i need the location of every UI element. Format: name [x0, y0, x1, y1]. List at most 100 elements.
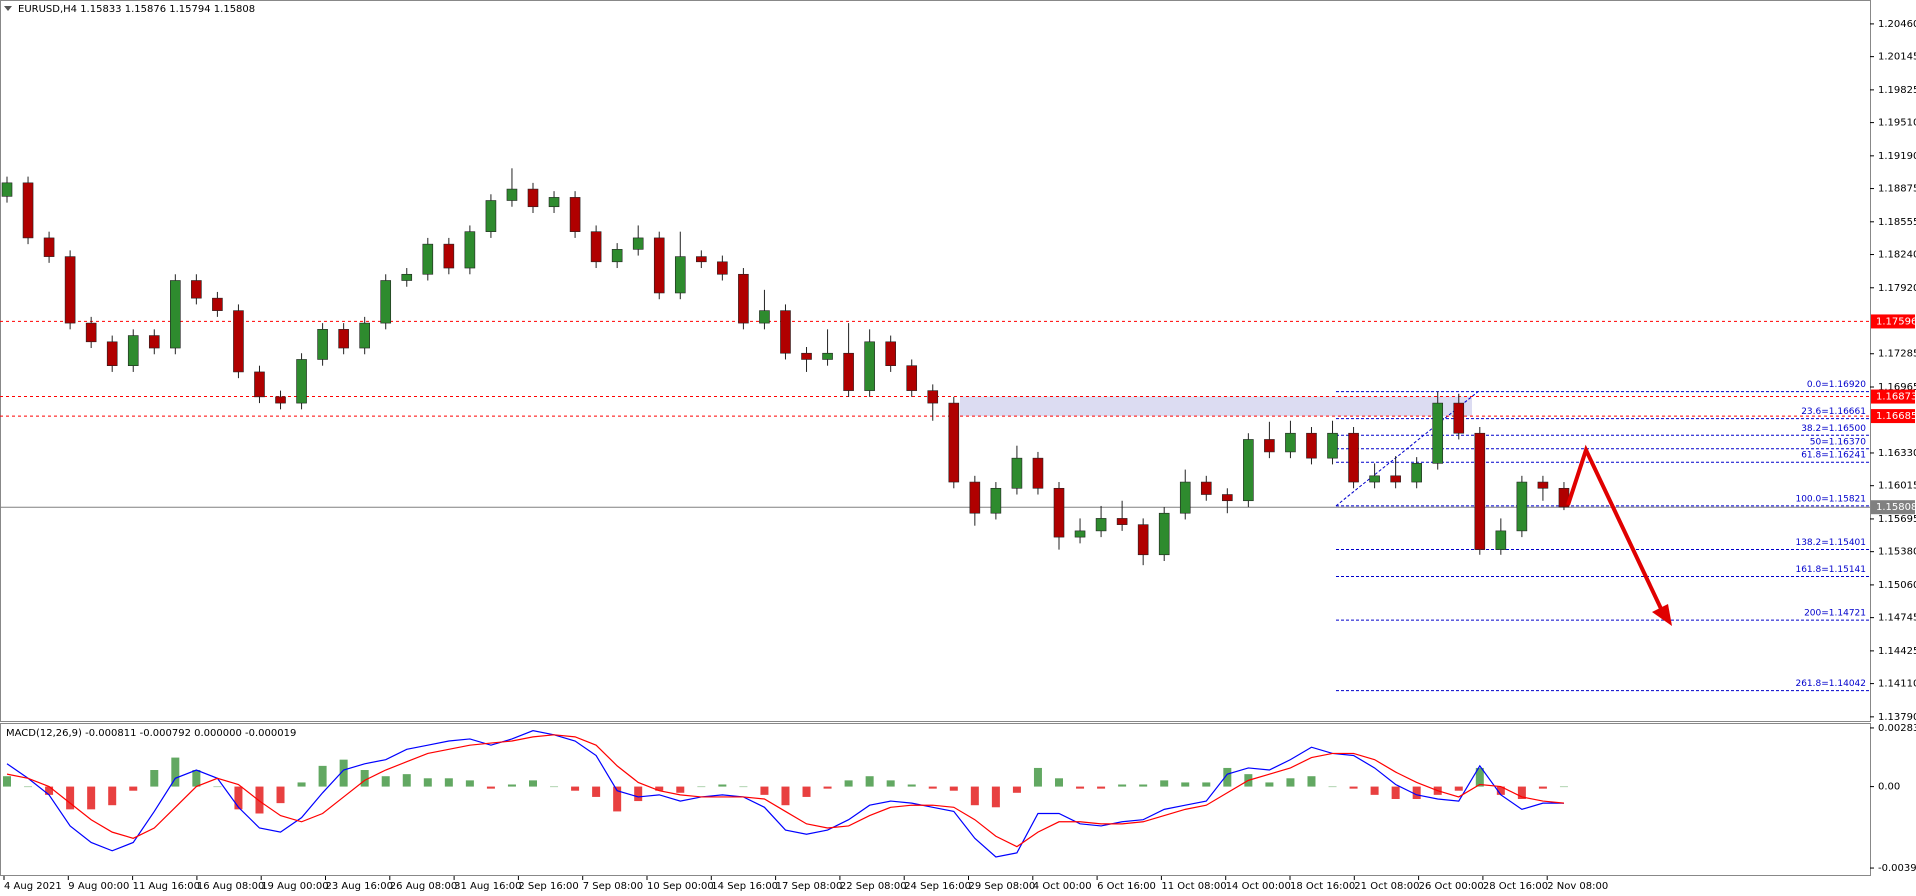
histogram-bar: [234, 786, 243, 810]
histogram-bar: [928, 786, 937, 789]
x-tick-label: 10 Sep 00:00: [647, 881, 714, 892]
fib-label: 161.8=1.15141: [1795, 565, 1866, 575]
candle-body: [1011, 457, 1023, 489]
candle-body: [338, 329, 349, 349]
level-label: 1.17596: [1876, 316, 1916, 327]
histogram-bar: [844, 780, 853, 787]
y-tick-label: 0.00: [1878, 782, 1900, 793]
x-tick-label: 11 Aug 16:00: [133, 881, 200, 892]
candle-body: [674, 256, 686, 294]
y-tick-label: 1.13790: [1878, 712, 1916, 723]
x-tick-label: 4 Oct 00:00: [1033, 881, 1092, 892]
candle-body: [780, 310, 791, 354]
x-tick-label: 9 Aug 00:00: [68, 881, 129, 892]
histogram-bar: [276, 786, 285, 804]
histogram-bar: [613, 786, 622, 812]
histogram-bar: [718, 784, 727, 787]
fib-label: 0.0=1.16920: [1807, 380, 1866, 390]
candle-body: [1306, 432, 1317, 459]
candle-body: [22, 182, 34, 239]
histogram-bar: [213, 786, 222, 788]
y-tick-label: 0.002832: [1878, 723, 1916, 734]
histogram-bar: [991, 786, 1000, 808]
candle-body: [1390, 475, 1401, 483]
y-tick-label: 1.15060: [1878, 580, 1916, 591]
histogram-bar: [697, 786, 706, 788]
fib-label: 100.0=1.15821: [1795, 494, 1866, 504]
y-tick-label: 1.18240: [1878, 250, 1916, 261]
histogram-bar: [550, 786, 559, 788]
candle-body: [148, 335, 160, 349]
histogram-bar: [1517, 786, 1526, 799]
fib-label: 23.6=1.16661: [1801, 407, 1866, 417]
histogram-bar: [1475, 767, 1484, 787]
y-tick-label: 1.17920: [1878, 283, 1916, 294]
fib-label: 38.2=1.16500: [1801, 424, 1866, 434]
histogram-bar: [87, 786, 96, 810]
level-label-box: [1871, 500, 1915, 515]
candle-body: [1158, 512, 1170, 556]
arrow-head: [1652, 604, 1672, 626]
x-tick-label: 18 Oct 16:00: [1290, 881, 1355, 892]
histogram-bar: [507, 784, 516, 787]
candle-body: [359, 322, 370, 349]
y-tick-label: 1.14745: [1878, 613, 1916, 624]
x-tick-label: 31 Aug 16:00: [454, 881, 521, 892]
x-tick-label: 2 Nov 08:00: [1547, 881, 1608, 892]
chart-title: EURUSD,H4 1.15833 1.15876 1.15794 1.1580…: [18, 4, 255, 15]
x-tick-label: 26 Oct 00:00: [1419, 881, 1484, 892]
candle-body: [611, 249, 623, 263]
histogram-bar: [255, 786, 264, 814]
y-tick-label: 1.18875: [1878, 184, 1916, 195]
histogram-bar: [150, 770, 159, 787]
candle-body: [1032, 457, 1044, 489]
macd-line: [6, 730, 1564, 858]
x-tick-label: 7 Sep 08:00: [583, 881, 643, 892]
histogram-bar: [1012, 786, 1021, 793]
histogram-bar: [1286, 778, 1295, 787]
level-label: 1.16873: [1876, 392, 1916, 403]
forecast-arrow: [1566, 444, 1672, 626]
histogram-bar: [676, 786, 685, 793]
y-tick-label: 1.17285: [1878, 349, 1916, 360]
histogram-bar: [171, 757, 180, 787]
candle-body: [1348, 432, 1359, 483]
x-tick-label: 14 Sep 16:00: [711, 881, 778, 892]
histogram-bar: [970, 786, 979, 806]
y-tick-label: 1.14110: [1878, 679, 1916, 690]
y-tick-label: 1.16015: [1878, 481, 1916, 492]
histogram-bar: [1349, 786, 1358, 789]
histogram-bar: [402, 774, 411, 787]
candle-body: [1474, 432, 1486, 550]
histogram-bar: [571, 786, 580, 791]
histogram-bar: [45, 786, 54, 795]
candle-body: [401, 273, 413, 281]
histogram-bar: [1538, 786, 1547, 789]
level-label: 1.16685: [1876, 411, 1916, 422]
histogram-bar: [24, 786, 33, 788]
candle-body: [1243, 439, 1254, 502]
zone: [960, 396, 1472, 417]
candle-body: [759, 310, 770, 324]
candle-body: [696, 256, 707, 263]
histogram-bar: [192, 770, 201, 787]
candle-body: [191, 280, 202, 299]
candle-body: [296, 359, 307, 404]
macd-frame: [0, 723, 1871, 876]
histogram-bar: [1223, 767, 1232, 787]
candle-body: [1074, 530, 1086, 538]
candle-body: [864, 341, 875, 391]
candle-body: [1285, 432, 1296, 453]
histogram-bar: [297, 782, 306, 787]
histogram-bar: [360, 770, 369, 787]
candle-body: [380, 280, 392, 324]
histogram-bar: [318, 765, 327, 787]
x-tick-label: 14 Oct 00:00: [1226, 881, 1291, 892]
histogram-bar: [1559, 786, 1568, 788]
candle-body: [317, 329, 328, 360]
histogram-bar: [1454, 786, 1463, 791]
histogram-bar: [865, 776, 874, 787]
candle-body: [1537, 481, 1549, 489]
candle-body: [822, 352, 833, 360]
